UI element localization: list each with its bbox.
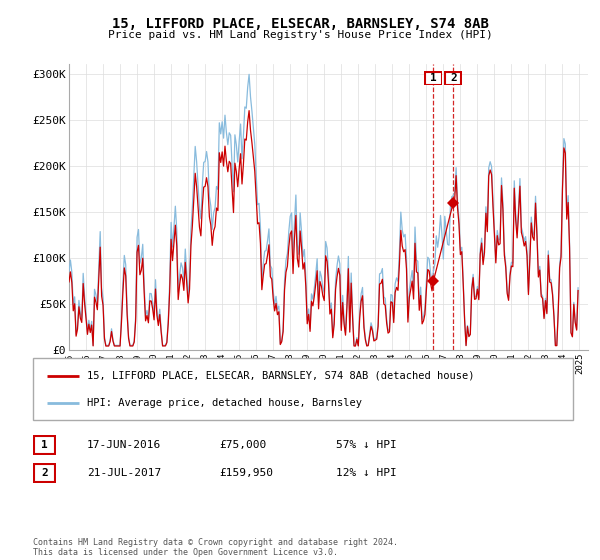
Text: 15, LIFFORD PLACE, ELSECAR, BARNSLEY, S74 8AB (detached house): 15, LIFFORD PLACE, ELSECAR, BARNSLEY, S7… [87, 371, 475, 381]
Text: 1: 1 [41, 440, 48, 450]
Text: 12% ↓ HPI: 12% ↓ HPI [336, 468, 397, 478]
Text: 17-JUN-2016: 17-JUN-2016 [87, 440, 161, 450]
FancyBboxPatch shape [445, 72, 461, 85]
Text: 57% ↓ HPI: 57% ↓ HPI [336, 440, 397, 450]
Text: 2: 2 [450, 73, 457, 83]
Text: £75,000: £75,000 [219, 440, 266, 450]
Text: Price paid vs. HM Land Registry's House Price Index (HPI): Price paid vs. HM Land Registry's House … [107, 30, 493, 40]
Text: HPI: Average price, detached house, Barnsley: HPI: Average price, detached house, Barn… [87, 398, 362, 408]
Text: £159,950: £159,950 [219, 468, 273, 478]
Text: Contains HM Land Registry data © Crown copyright and database right 2024.
This d: Contains HM Land Registry data © Crown c… [33, 538, 398, 557]
FancyBboxPatch shape [34, 436, 55, 454]
Text: 21-JUL-2017: 21-JUL-2017 [87, 468, 161, 478]
Text: 2: 2 [41, 468, 48, 478]
Text: 15, LIFFORD PLACE, ELSECAR, BARNSLEY, S74 8AB: 15, LIFFORD PLACE, ELSECAR, BARNSLEY, S7… [112, 17, 488, 31]
FancyBboxPatch shape [425, 72, 442, 85]
Text: 1: 1 [430, 73, 437, 83]
FancyBboxPatch shape [33, 358, 573, 420]
FancyBboxPatch shape [34, 464, 55, 482]
